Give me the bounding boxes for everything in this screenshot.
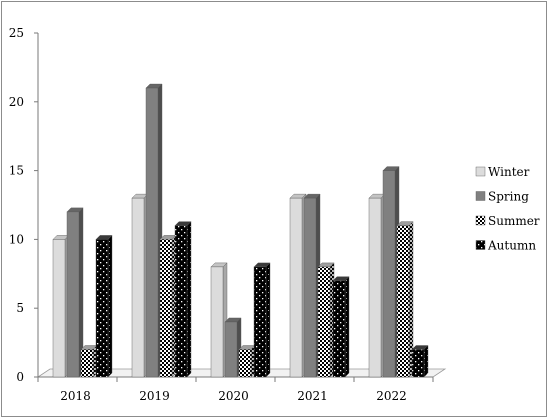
bar — [95, 234, 113, 378]
bar-front — [368, 197, 382, 378]
bar-side — [107, 234, 113, 378]
bar — [131, 193, 149, 378]
y-tick-label: 0 — [16, 370, 24, 384]
bar — [289, 193, 307, 378]
legend-item: Winter — [475, 165, 530, 179]
bar-front — [238, 349, 252, 378]
bar-front — [317, 266, 331, 378]
legend-item: Autumn — [475, 239, 536, 253]
legend-swatch — [475, 240, 486, 250]
bar-side — [344, 276, 350, 378]
legend-item: Spring — [475, 190, 529, 204]
x-tick-label: 2018 — [60, 389, 91, 403]
bar-side — [423, 344, 429, 378]
legend: Winter Spring Summer Autumn — [475, 165, 540, 253]
legend-item: Summer — [475, 214, 540, 228]
bar — [210, 262, 228, 378]
bar — [317, 262, 335, 378]
bar — [411, 344, 429, 378]
y-tick-label: 20 — [9, 95, 24, 109]
y-tick-label: 25 — [9, 26, 24, 40]
bar-side — [186, 221, 192, 378]
legend-label: Summer — [488, 214, 540, 228]
bar-front — [174, 225, 188, 378]
y-tick-label: 15 — [9, 164, 24, 178]
bar — [145, 83, 163, 378]
bar-front — [159, 239, 173, 378]
bar-front — [66, 211, 80, 378]
bar-front — [131, 197, 145, 378]
bar-front — [253, 266, 267, 378]
bar-front — [210, 266, 224, 378]
x-tick-label: 2020 — [218, 389, 249, 403]
bar-front — [224, 321, 238, 378]
bar — [52, 234, 70, 378]
bar-front — [396, 225, 410, 378]
legend-swatch — [475, 191, 486, 201]
bar — [174, 221, 192, 378]
legend-label: Spring — [488, 190, 529, 204]
y-tick-label: 10 — [9, 232, 24, 246]
bar — [303, 193, 321, 378]
bar-front — [289, 197, 303, 378]
bar — [159, 234, 177, 378]
bar-front — [332, 280, 346, 378]
x-tick-label: 2022 — [376, 389, 407, 403]
bar-side — [265, 262, 271, 378]
bar — [368, 193, 386, 378]
x-tick-label: 2019 — [139, 389, 170, 403]
legend-swatch — [475, 166, 486, 177]
y-tick-label: 5 — [16, 301, 24, 315]
bar-front — [145, 87, 159, 378]
bar — [332, 276, 350, 378]
bar-front — [95, 239, 109, 378]
legend-label: Autumn — [487, 239, 536, 253]
bar — [253, 262, 271, 378]
bar — [238, 344, 256, 378]
x-tick-label: 2021 — [297, 389, 328, 403]
bars — [52, 83, 429, 378]
legend-label: Winter — [488, 165, 530, 179]
legend-swatch — [475, 215, 486, 226]
bar — [80, 344, 98, 378]
bar-front — [52, 239, 66, 378]
tick-labels: 0 5 10 15 20 25 2018 2019 2020 2021 2022 — [9, 26, 407, 403]
bar-front — [411, 349, 425, 378]
bar — [382, 166, 400, 378]
bar — [66, 207, 84, 378]
bar — [224, 317, 242, 378]
bar-front — [80, 349, 94, 378]
bar — [396, 221, 414, 378]
bar-front — [382, 170, 396, 378]
bar-front — [303, 197, 317, 378]
